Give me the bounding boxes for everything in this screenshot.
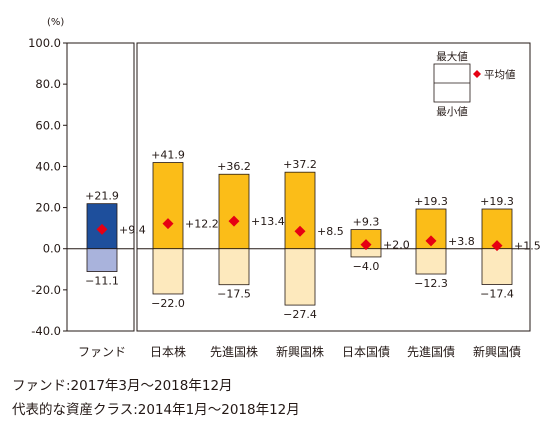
average-value-label: +1.5 xyxy=(514,240,541,253)
bar-max xyxy=(284,171,316,250)
value-labels: +21.9 −11.1 +9.4 +41.9 −22.0 +12.2 +36.2 −17.5 +… xyxy=(85,149,541,322)
average-markers xyxy=(96,215,503,252)
y-tick-label: -40.0 xyxy=(31,324,61,338)
bar-min xyxy=(218,248,250,286)
bar-max xyxy=(152,162,184,250)
max-value-label: +36.2 xyxy=(217,160,251,173)
period-note-assets: 代表的な資産クラス:2014年1月～2018年12月 xyxy=(12,402,300,418)
plot-frames xyxy=(66,42,531,332)
y-tick-label: 100.0 xyxy=(28,36,61,50)
category-label: 先進国株 xyxy=(210,344,258,359)
y-unit-label: (%) xyxy=(47,17,64,28)
min-value-label: −22.0 xyxy=(151,297,185,310)
bar-min xyxy=(86,248,118,272)
min-value-label: −17.4 xyxy=(480,288,514,301)
legend-average-marker xyxy=(473,70,481,78)
max-value-label: +21.9 xyxy=(85,190,119,203)
y-tick-label: -20.0 xyxy=(31,283,61,297)
category-label: 新興国株 xyxy=(276,344,324,359)
bars xyxy=(86,162,513,306)
y-tick-label: 60.0 xyxy=(35,118,61,132)
category-label: 日本株 xyxy=(150,344,186,359)
legend-min-label: 最小値 xyxy=(436,105,468,118)
average-marker xyxy=(294,225,306,237)
bar-min xyxy=(415,248,447,275)
category-label: ファンド xyxy=(78,345,126,359)
y-tick-label: 0.0 xyxy=(43,242,61,256)
average-marker xyxy=(96,223,108,235)
y-tick-label: 40.0 xyxy=(35,159,61,173)
average-value-label: +9.4 xyxy=(119,223,146,236)
category-label: 新興国債 xyxy=(473,344,521,359)
legend-max-label: 最大値 xyxy=(436,50,468,63)
max-value-label: +19.3 xyxy=(414,195,448,208)
period-note-fund: ファンド:2017年3月～2018年12月 xyxy=(12,378,233,394)
average-value-label: +8.5 xyxy=(317,225,344,238)
max-value-label: +9.3 xyxy=(353,216,380,229)
y-tick-label: 80.0 xyxy=(35,77,61,91)
average-marker xyxy=(228,215,240,227)
average-value-label: +2.0 xyxy=(383,239,410,252)
min-value-label: −4.0 xyxy=(353,260,380,273)
min-value-label: −11.1 xyxy=(85,275,119,288)
bar-max xyxy=(218,173,250,250)
x-axis-categories: ファンド 日本株 先進国株 新興国株 日本国債 先進国債 新興国債 xyxy=(78,344,521,359)
max-value-label: +19.3 xyxy=(480,195,514,208)
bar-min xyxy=(152,248,184,295)
y-axis: (%) 100.0 80.0 60.0 40.0 20.0 0.0 -20.0 -40.0 xyxy=(28,17,67,338)
category-label: 日本国債 xyxy=(342,344,390,359)
min-value-label: −12.3 xyxy=(414,277,448,290)
average-marker xyxy=(162,218,174,230)
fund-panel-frame xyxy=(66,42,135,332)
y-tick-label: 20.0 xyxy=(35,201,61,215)
max-value-label: +41.9 xyxy=(151,149,185,162)
average-marker xyxy=(360,239,372,251)
min-value-label: −27.4 xyxy=(283,308,317,321)
legend-avg-label: 平均値 xyxy=(484,68,516,81)
max-value-label: +37.2 xyxy=(283,158,317,171)
average-marker xyxy=(491,240,503,252)
min-value-label: −17.5 xyxy=(217,288,251,301)
bar-min xyxy=(284,248,316,306)
bar-min xyxy=(481,248,513,285)
category-label: 先進国債 xyxy=(407,344,455,359)
average-value-label: +3.8 xyxy=(448,235,475,248)
average-value-label: +13.4 xyxy=(251,215,285,228)
average-marker xyxy=(425,235,437,247)
average-value-label: +12.2 xyxy=(185,218,219,231)
asset-panel-frame xyxy=(136,42,531,332)
